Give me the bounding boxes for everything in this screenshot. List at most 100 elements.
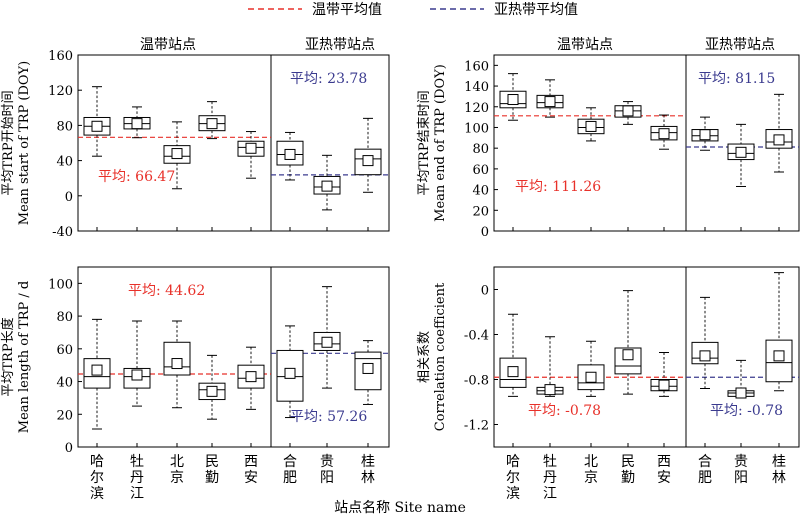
y-tick-label: 100 bbox=[464, 121, 489, 136]
subtropical-mean-annotation: 平均: 23.78 bbox=[290, 71, 367, 87]
y-axis-label-en: Mean length of TRP / d bbox=[17, 281, 32, 433]
panel-start: -40 0 40 80 120 160 平均TRP开始时间 Mean start of TRP… bbox=[1, 49, 390, 240]
temperate-mean-annotation: 平均: -0.78 bbox=[528, 403, 601, 419]
y-tick-label: 120 bbox=[464, 101, 489, 116]
iqr-box bbox=[83, 358, 111, 389]
box-民勤 bbox=[198, 354, 226, 420]
y-tick-label: 0 bbox=[481, 225, 489, 240]
y-axis-label-cn: 平均TRP结束时间 bbox=[417, 90, 432, 195]
y-tick-label: 80 bbox=[472, 142, 489, 157]
mean-marker bbox=[658, 379, 670, 391]
y-tick-label: -40 bbox=[52, 225, 73, 240]
y-tick-label: 80 bbox=[56, 119, 73, 134]
panel-length: 0 20 40 60 80 100 平均TRP长度 Mean length of TRP / … bbox=[0, 266, 390, 456]
legend: 温带平均值 亚热带平均值 bbox=[248, 2, 578, 18]
y-tick-label: 40 bbox=[56, 155, 73, 170]
y-tick-label: 160 bbox=[464, 59, 489, 74]
box-西安 bbox=[237, 346, 265, 410]
site-label-桂林: 桂林 bbox=[772, 454, 786, 486]
y-tick-label: -1.2 bbox=[464, 419, 489, 434]
y-axis-label-en: Mean end of TRP (DOY) bbox=[433, 64, 448, 222]
plot-frame bbox=[493, 54, 800, 232]
y-tick-label: 0 bbox=[65, 441, 73, 456]
subtropical-mean-annotation: 平均: 81.15 bbox=[698, 71, 775, 87]
temperate-mean-annotation: 平均: 66.47 bbox=[98, 169, 175, 185]
x-axis-title: 站点名称 Site name bbox=[334, 500, 466, 516]
mean-marker bbox=[507, 94, 519, 106]
site-label-桂林: 桂林 bbox=[361, 454, 375, 486]
box-哈尔滨 bbox=[499, 73, 527, 121]
y-axis-label-cn: 相关系数 bbox=[417, 331, 432, 383]
site-label-牡丹江: 牡丹江 bbox=[543, 454, 557, 502]
site-label-西安: 西安 bbox=[244, 454, 258, 486]
box-民勤 bbox=[614, 101, 642, 125]
group-label-subtropical-left: 亚热带站点 bbox=[305, 37, 375, 53]
mean-marker bbox=[284, 148, 296, 160]
box-合肥 bbox=[691, 296, 719, 389]
y-tick-label: 160 bbox=[48, 49, 73, 64]
site-label-哈尔滨: 哈尔滨 bbox=[506, 454, 520, 502]
y-tick-label: 120 bbox=[48, 84, 73, 99]
box-贵阳 bbox=[313, 286, 341, 389]
box-北京 bbox=[163, 320, 191, 409]
mean-marker bbox=[622, 349, 634, 361]
box-合肥 bbox=[276, 325, 304, 419]
group-label-temperate-left: 温带站点 bbox=[140, 37, 196, 53]
box-哈尔滨 bbox=[499, 313, 527, 397]
y-axis-label-cn: 平均TRP长度 bbox=[0, 317, 16, 396]
y-tick-label: -0.8 bbox=[464, 374, 489, 389]
group-label-subtropical-right: 亚热带站点 bbox=[705, 37, 775, 53]
box-牡丹江 bbox=[123, 320, 151, 407]
box-牡丹江 bbox=[123, 106, 151, 139]
box-哈尔滨 bbox=[83, 86, 111, 157]
mean-marker bbox=[245, 371, 257, 383]
box-民勤 bbox=[198, 101, 226, 140]
box-贵阳 bbox=[727, 123, 755, 187]
box-合肥 bbox=[276, 131, 304, 181]
y-tick-label: -0.4 bbox=[464, 329, 489, 344]
box-西安 bbox=[237, 131, 265, 179]
temperate-mean-annotation: 平均: 111.26 bbox=[515, 179, 601, 195]
box-西安 bbox=[650, 352, 678, 397]
y-axis-label-en: Mean start of TRP (DOY) bbox=[17, 61, 32, 225]
y-tick-label: 60 bbox=[56, 343, 73, 358]
y-axis-label-cn: 平均TRP开始时间 bbox=[1, 90, 16, 195]
box-北京 bbox=[163, 121, 191, 190]
y-axis-label-en: Correlation coefficient bbox=[433, 282, 448, 431]
y-tick-label: 80 bbox=[56, 310, 73, 325]
subtropical-mean-annotation: 平均: 57.26 bbox=[290, 409, 367, 425]
site-label-西安: 西安 bbox=[657, 454, 671, 486]
box-北京 bbox=[577, 107, 605, 142]
y-tick-label: 20 bbox=[472, 204, 489, 219]
mean-marker bbox=[362, 155, 374, 167]
mean-marker bbox=[171, 358, 183, 370]
box-哈尔滨 bbox=[83, 318, 111, 430]
mean-marker bbox=[362, 362, 374, 374]
y-tick-label: 40 bbox=[56, 376, 73, 391]
mean-marker bbox=[131, 118, 143, 130]
panel-correlation: -1.2 -0.8 -0.4 0 相关系数 Correlation coefficient… bbox=[417, 266, 800, 448]
mean-marker bbox=[699, 350, 711, 362]
site-label-民勤: 民勤 bbox=[621, 454, 635, 486]
box-民勤 bbox=[614, 290, 642, 395]
site-label-民勤: 民勤 bbox=[205, 454, 219, 486]
mean-marker bbox=[773, 350, 785, 362]
mean-marker bbox=[131, 369, 143, 381]
box-桂林 bbox=[354, 340, 382, 405]
mean-marker bbox=[245, 142, 257, 154]
mean-marker bbox=[622, 105, 634, 117]
mean-marker bbox=[585, 120, 597, 132]
site-label-牡丹江: 牡丹江 bbox=[130, 454, 144, 502]
y-tick-label: 0 bbox=[481, 284, 489, 299]
box-桂林 bbox=[765, 93, 793, 173]
box-西安 bbox=[650, 114, 678, 150]
mean-marker bbox=[658, 128, 670, 140]
iqr-box bbox=[499, 357, 527, 388]
site-label-贵阳: 贵阳 bbox=[734, 454, 748, 486]
box-牡丹江 bbox=[536, 79, 564, 118]
y-tick-label: 20 bbox=[56, 408, 73, 423]
mean-marker bbox=[544, 384, 556, 396]
